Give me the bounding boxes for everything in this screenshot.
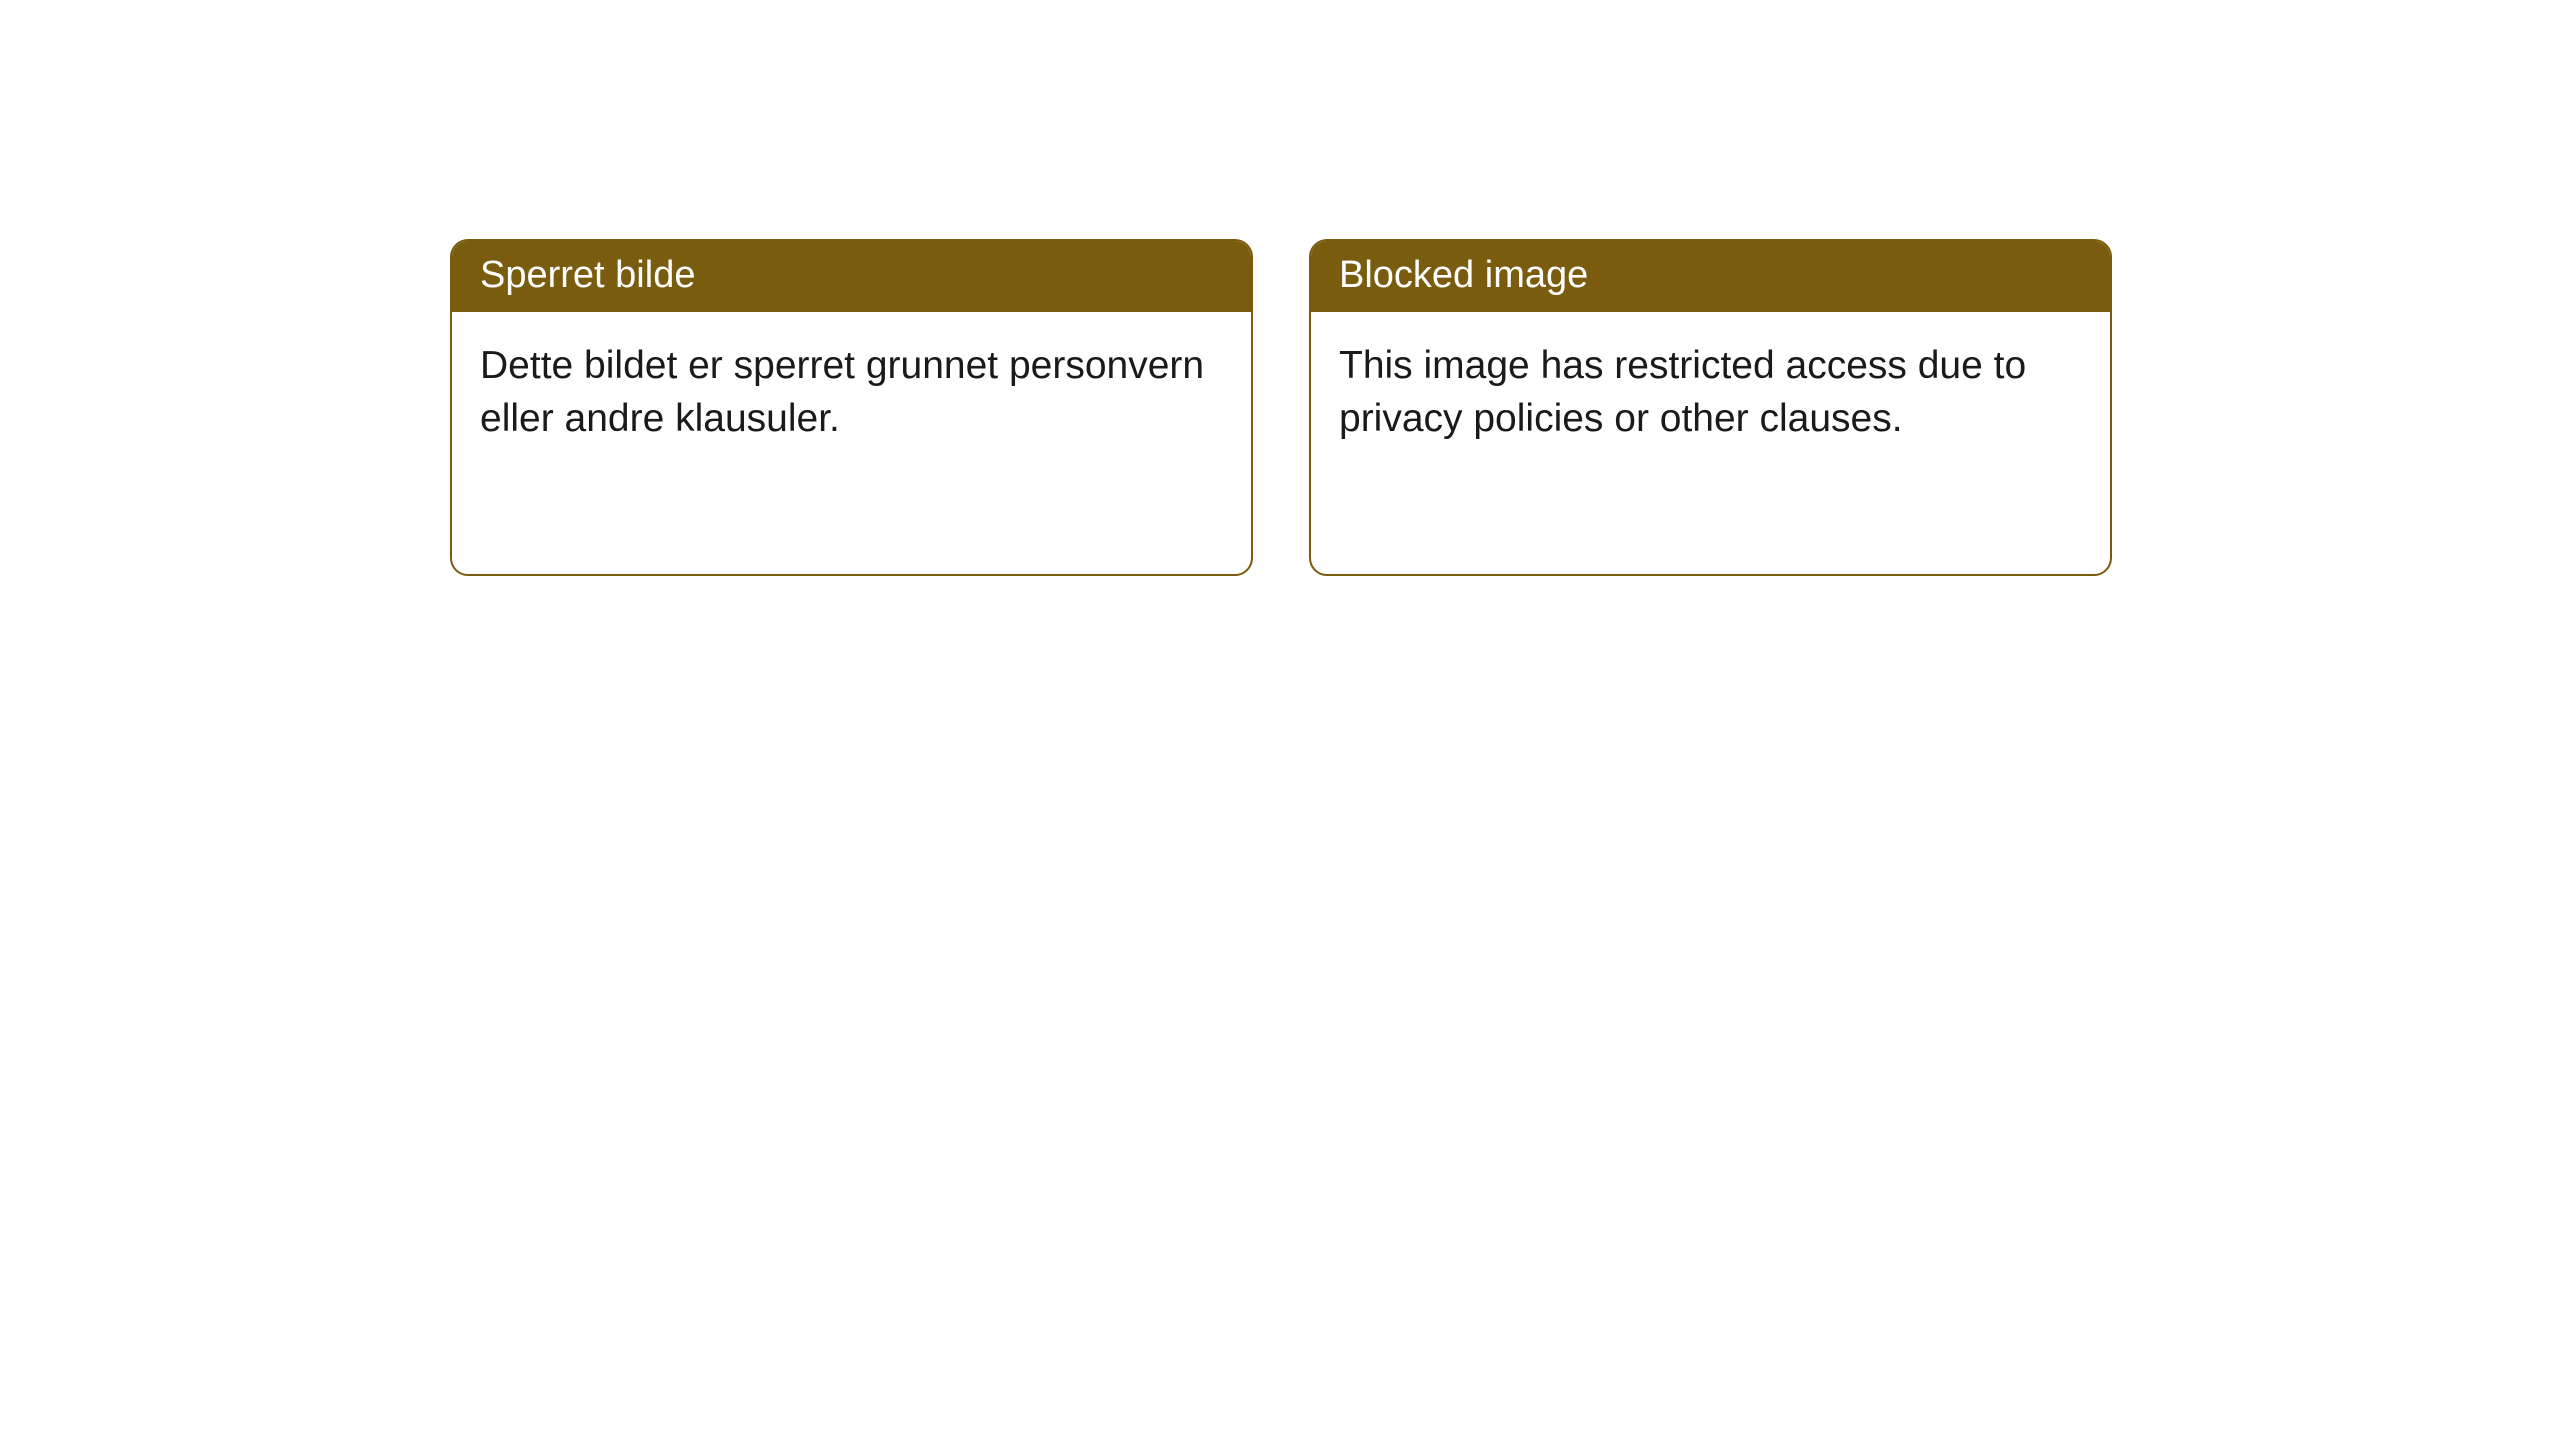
notice-card-body: Dette bildet er sperret grunnet personve… xyxy=(452,312,1251,473)
notice-card-title: Sperret bilde xyxy=(452,241,1251,312)
notice-card-norwegian: Sperret bilde Dette bildet er sperret gr… xyxy=(450,239,1253,576)
notice-card-english: Blocked image This image has restricted … xyxy=(1309,239,2112,576)
notice-cards-row: Sperret bilde Dette bildet er sperret gr… xyxy=(450,239,2112,576)
notice-card-body: This image has restricted access due to … xyxy=(1311,312,2110,473)
notice-card-title: Blocked image xyxy=(1311,241,2110,312)
